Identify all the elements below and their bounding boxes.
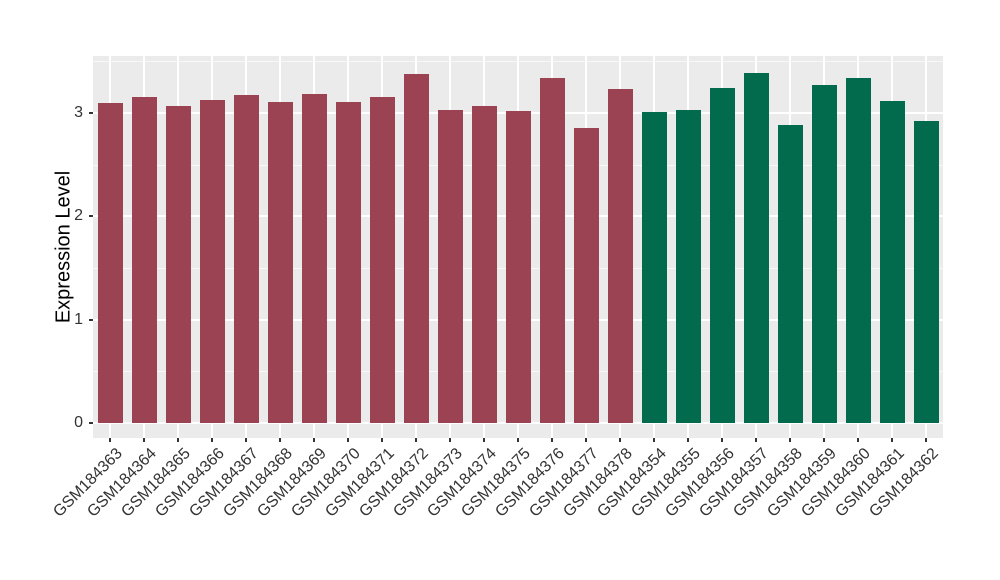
y-tick-label: 2 bbox=[74, 207, 83, 225]
x-axis-tick bbox=[687, 438, 689, 442]
y-tick-label: 1 bbox=[74, 310, 83, 328]
x-axis-tick bbox=[925, 438, 927, 442]
bar bbox=[607, 89, 633, 423]
x-axis-tick bbox=[483, 438, 485, 442]
x-axis-tick bbox=[245, 438, 247, 442]
bar bbox=[369, 97, 395, 423]
x-axis-tick bbox=[551, 438, 553, 442]
bar bbox=[471, 105, 497, 423]
bar bbox=[675, 109, 701, 423]
bar bbox=[505, 110, 531, 423]
bar bbox=[131, 97, 157, 423]
x-axis-tick bbox=[347, 438, 349, 442]
bar bbox=[165, 105, 191, 423]
y-axis-tick bbox=[89, 422, 93, 424]
bar bbox=[777, 125, 803, 423]
x-axis-tick bbox=[755, 438, 757, 442]
bar bbox=[879, 100, 905, 423]
bar bbox=[403, 73, 429, 423]
y-axis-tick bbox=[89, 111, 93, 114]
x-axis-tick bbox=[891, 438, 893, 442]
y-tick-label: 0 bbox=[74, 414, 83, 431]
bar bbox=[743, 72, 769, 423]
y-axis-tick bbox=[89, 318, 93, 321]
x-axis-tick bbox=[653, 438, 655, 442]
bar bbox=[199, 99, 225, 423]
x-axis-tick bbox=[721, 438, 723, 442]
x-axis-tick bbox=[789, 438, 791, 442]
x-axis-tick bbox=[415, 438, 417, 442]
bar bbox=[267, 101, 293, 423]
bar bbox=[233, 95, 259, 423]
x-axis-tick bbox=[177, 438, 179, 442]
x-axis-tick bbox=[585, 438, 587, 442]
bar bbox=[97, 102, 123, 423]
y-axis-tick bbox=[89, 215, 93, 218]
x-axis-tick bbox=[823, 438, 825, 442]
bar bbox=[913, 121, 939, 423]
x-axis-tick bbox=[857, 438, 859, 442]
x-axis-tick bbox=[313, 438, 315, 442]
bar bbox=[573, 128, 599, 423]
x-axis-tick bbox=[143, 438, 145, 442]
bar bbox=[811, 85, 837, 423]
x-axis-tick bbox=[517, 438, 519, 442]
plot-panel bbox=[93, 56, 943, 438]
x-axis-tick bbox=[109, 438, 111, 442]
x-axis-tick bbox=[211, 438, 213, 442]
bar bbox=[437, 109, 463, 423]
y-axis-title: Expression Level bbox=[52, 170, 75, 324]
bar bbox=[709, 88, 735, 423]
y-tick-label: 3 bbox=[74, 103, 83, 121]
bar bbox=[335, 101, 361, 423]
bar bbox=[845, 77, 871, 423]
bar bbox=[301, 94, 327, 423]
bar bbox=[641, 111, 667, 423]
bar bbox=[539, 77, 565, 423]
x-axis-tick bbox=[381, 438, 383, 442]
x-axis-tick bbox=[619, 438, 621, 442]
x-axis-tick bbox=[279, 438, 281, 442]
x-axis-tick bbox=[449, 438, 451, 442]
